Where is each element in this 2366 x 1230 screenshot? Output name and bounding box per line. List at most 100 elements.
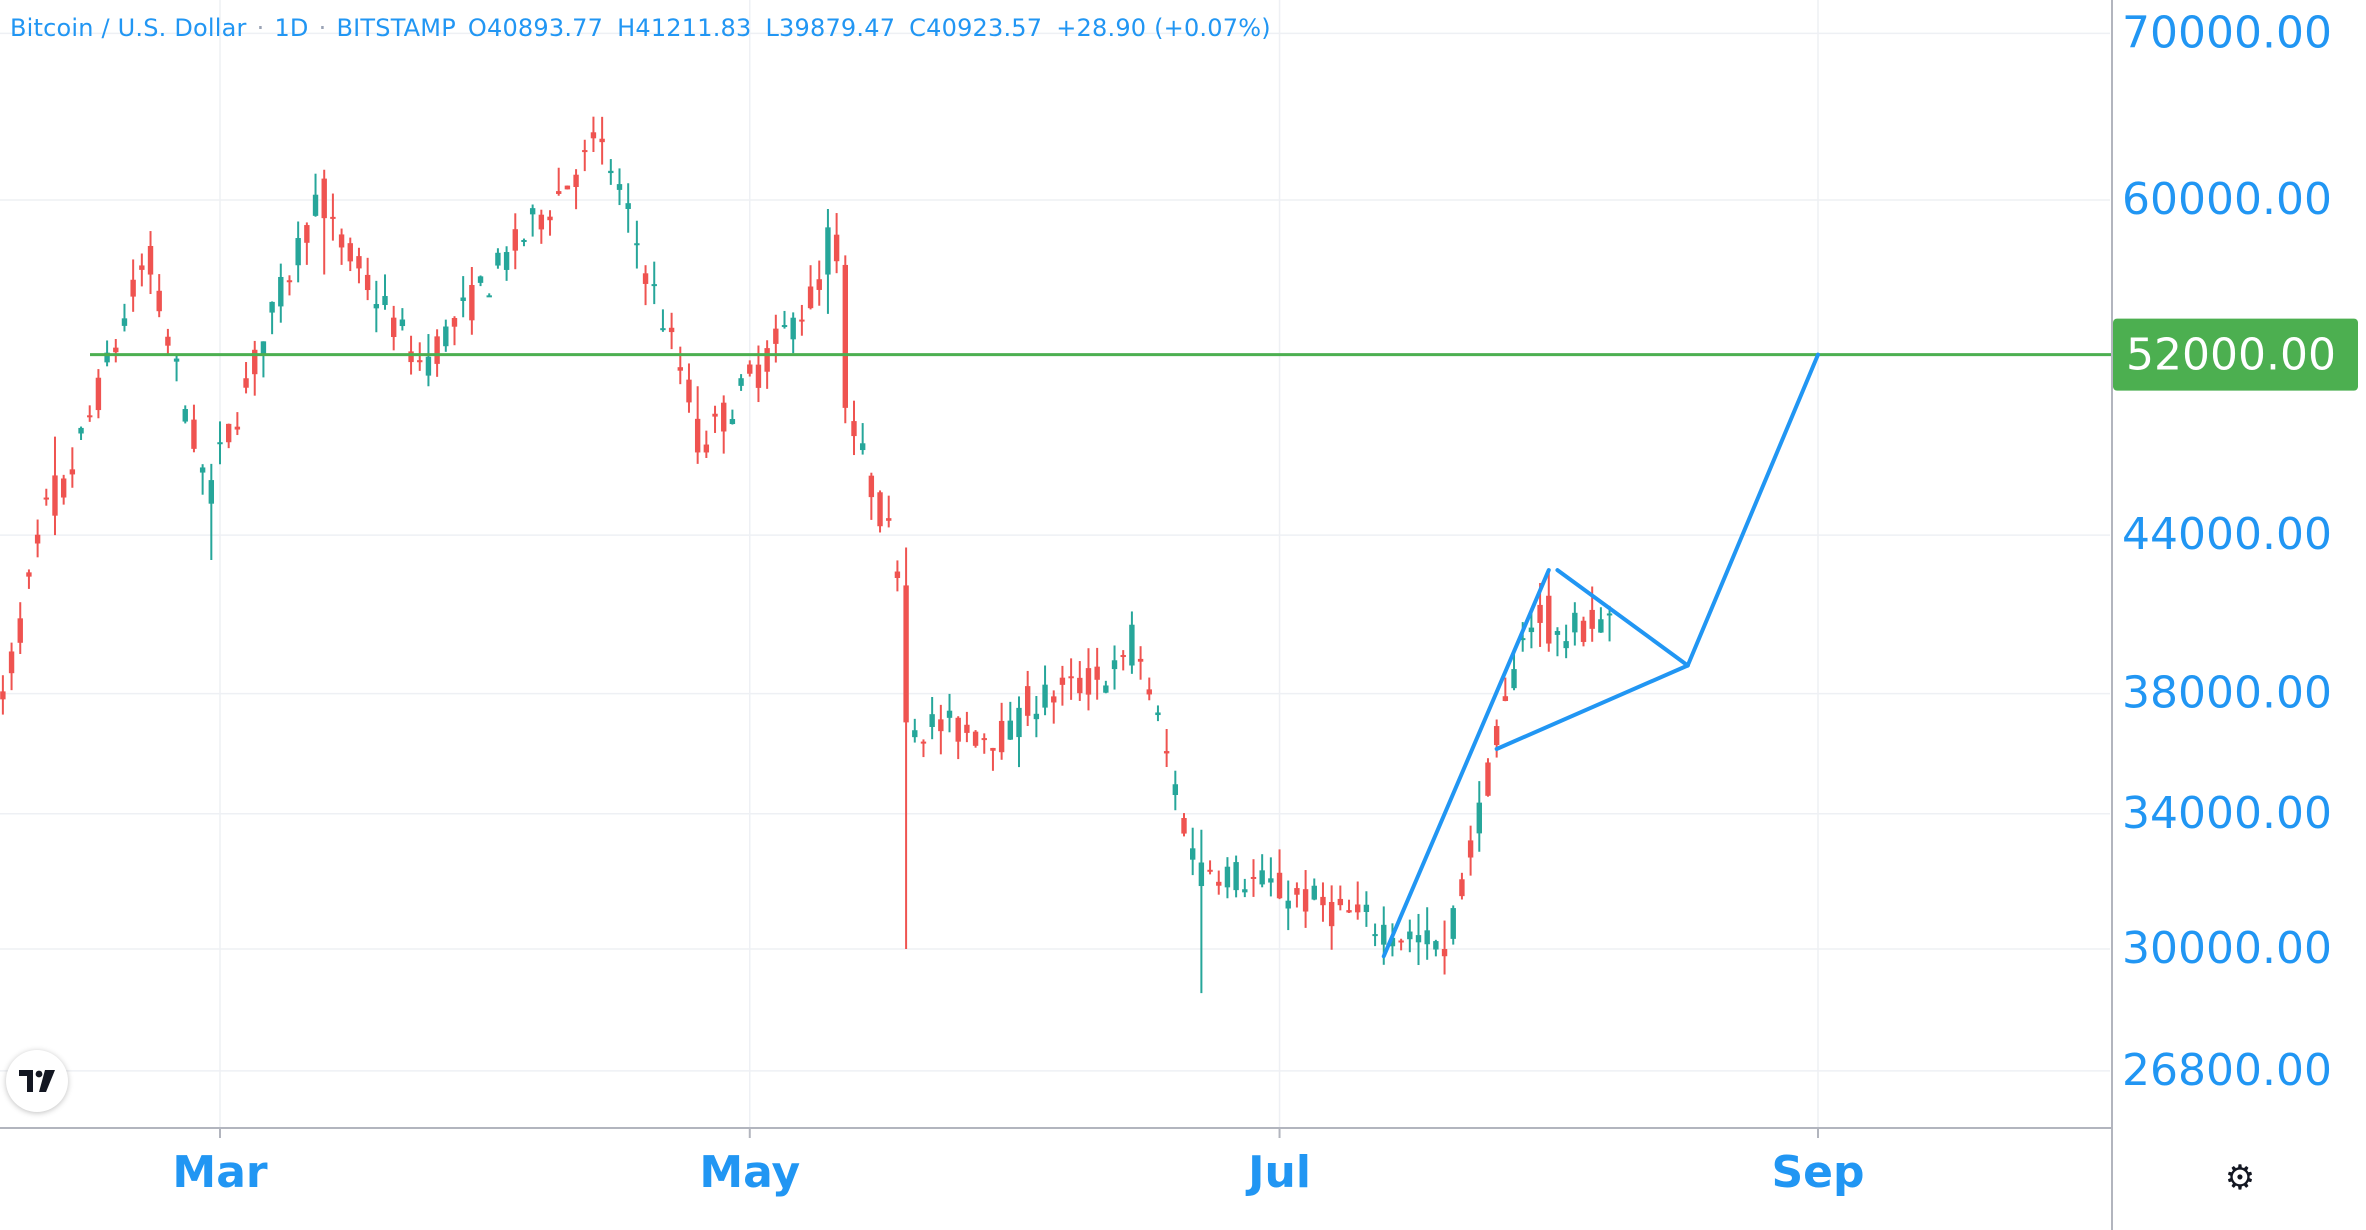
candle-body xyxy=(139,265,145,270)
candle-body xyxy=(1485,762,1491,796)
candle-body xyxy=(660,328,666,331)
candle-up xyxy=(1563,624,1569,659)
candle-body xyxy=(886,518,892,521)
candle-body xyxy=(1320,896,1326,906)
candle-body xyxy=(1181,818,1187,834)
candle-body xyxy=(1216,881,1222,886)
candle-body xyxy=(799,319,805,322)
candle-down xyxy=(972,730,979,748)
candle-body xyxy=(1537,604,1543,623)
trend-line xyxy=(1494,663,1690,751)
candle-body xyxy=(1346,910,1352,913)
candle-body xyxy=(304,225,310,243)
horizontal-levels: 52000.00 xyxy=(90,318,2358,391)
candle-body xyxy=(1111,660,1118,670)
candle-up xyxy=(208,463,215,560)
candle-up xyxy=(1554,627,1561,657)
candle-up xyxy=(946,693,953,733)
candle-up xyxy=(477,275,484,287)
candle-body xyxy=(564,185,571,190)
candle-body xyxy=(1598,619,1604,633)
candle-body xyxy=(443,326,449,347)
candle-up xyxy=(382,274,388,310)
candle-body xyxy=(43,497,49,500)
candle-down xyxy=(52,436,58,536)
candle-body xyxy=(877,492,883,527)
candle-down xyxy=(391,305,397,351)
candle-body xyxy=(0,691,6,700)
candle-down xyxy=(225,423,232,449)
candle-down xyxy=(564,185,571,190)
candle-body xyxy=(460,297,466,301)
candle-down xyxy=(417,342,423,371)
x-tick-label: May xyxy=(699,1147,800,1198)
tradingview-logo-glyph xyxy=(19,1070,55,1092)
candle-down xyxy=(8,642,15,691)
candle-up xyxy=(1476,781,1482,852)
candle-down xyxy=(833,213,840,274)
candle-body xyxy=(825,227,831,275)
gear-icon[interactable]: ⚙ xyxy=(2224,1158,2256,1198)
candle-up xyxy=(495,248,501,269)
candle-body xyxy=(677,367,683,371)
candle-body xyxy=(859,443,866,451)
candle-body xyxy=(599,138,605,143)
candle-up xyxy=(399,308,406,331)
candle-body xyxy=(1137,658,1144,662)
candle-up xyxy=(634,220,640,269)
candle-body xyxy=(121,318,128,326)
candle-up xyxy=(729,409,736,425)
legend-exchange: BITSTAMP xyxy=(336,14,456,42)
candle-down xyxy=(87,405,93,422)
candle-body xyxy=(1242,889,1248,893)
candle-down xyxy=(1181,813,1187,837)
y-tick-label: 26800.00 xyxy=(2122,1045,2332,1096)
candle-down xyxy=(1346,899,1352,914)
candle-body xyxy=(156,290,162,312)
legend-symbol[interactable]: Bitcoin / U.S. Dollar xyxy=(10,14,247,42)
candle-up xyxy=(1606,605,1613,642)
candle-body xyxy=(582,150,588,153)
candle-up xyxy=(1433,939,1439,957)
candle-down xyxy=(938,704,944,755)
y-tick-label: 70000.00 xyxy=(2122,7,2332,58)
candle-body xyxy=(920,741,927,744)
candle-body xyxy=(1285,900,1291,909)
candle-body xyxy=(1207,869,1213,872)
candle-body xyxy=(946,710,953,718)
candle-body xyxy=(1337,898,1344,906)
candle-down xyxy=(156,274,162,318)
candle-up xyxy=(312,173,319,217)
candle-down xyxy=(1355,881,1361,920)
candle-down xyxy=(451,316,458,346)
candle-up xyxy=(1224,857,1231,899)
symbol-legend: Bitcoin / U.S. Dollar · 1D · BITSTAMP O4… xyxy=(10,14,1271,42)
candle-up xyxy=(1190,827,1196,876)
candle-down xyxy=(95,369,102,419)
candle-up xyxy=(217,421,223,465)
candle-body xyxy=(130,279,136,297)
candle-body xyxy=(1389,937,1396,947)
candle-body xyxy=(634,243,640,246)
candle-down xyxy=(1502,677,1509,702)
candle-up xyxy=(1007,701,1014,740)
legend-interval[interactable]: 1D xyxy=(274,14,309,42)
candle-body xyxy=(1433,941,1439,950)
candle-down xyxy=(694,386,701,464)
candle-down xyxy=(981,733,987,754)
candle-body xyxy=(87,415,93,418)
candle-up xyxy=(1598,607,1604,633)
legend-low: L39879.47 xyxy=(765,14,896,42)
candle-body xyxy=(95,377,102,411)
candle-down xyxy=(642,265,649,306)
candle-down xyxy=(0,675,6,715)
candle-body xyxy=(1016,707,1022,738)
candle-down xyxy=(17,602,23,654)
tradingview-logo-icon[interactable] xyxy=(6,1050,68,1112)
candle-up xyxy=(1450,905,1456,945)
candle-body xyxy=(1024,686,1031,716)
candle-up xyxy=(1407,919,1413,953)
candle-down xyxy=(764,340,770,389)
candle-body xyxy=(347,243,353,262)
